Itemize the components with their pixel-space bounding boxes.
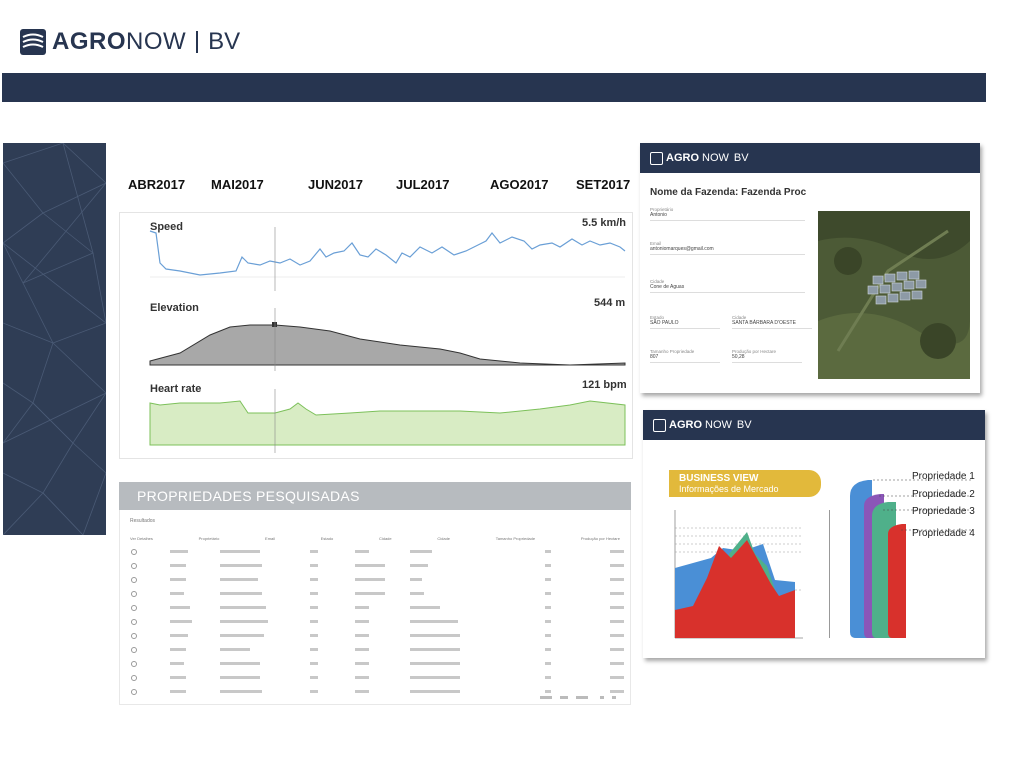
logo-mark-icon [653, 418, 666, 432]
table-row [131, 647, 624, 653]
column-header: Email [265, 536, 276, 541]
speed-line [149, 227, 626, 291]
heart-rate-chart-value: 121 bpm [582, 379, 627, 391]
table-rows [131, 549, 624, 699]
business-view-card: AGRO NOW BV BUSINESS VIEW Informações de … [643, 410, 985, 658]
elevation-chart-value: 544 m [594, 297, 626, 309]
month-label: SET2017 [576, 177, 631, 192]
business-view-badge: BUSINESS VIEW Informações de Mercado [669, 470, 821, 497]
top-banner [2, 73, 986, 102]
month-label: JUL2017 [396, 177, 450, 192]
area-series-red [675, 540, 795, 638]
elevation-area [149, 308, 626, 371]
month-label: JUN2017 [308, 177, 363, 192]
legend-propriedade-4: Propriedade 4 [912, 528, 975, 539]
column-header: Proprietário [198, 536, 220, 541]
state-field: Estado SÃO PAULO [650, 315, 720, 329]
logo-divider [196, 31, 199, 53]
table-row [131, 619, 624, 625]
card-brand-logo: AGRO NOW BV [653, 418, 752, 432]
month-label: MAI2017 [211, 177, 264, 192]
business-card-header: AGRO NOW BV [643, 410, 985, 440]
owner-field: Proprietário Antonio [650, 207, 805, 221]
market-area-chart [674, 510, 803, 639]
table-row [131, 591, 624, 597]
activity-charts-graphics [149, 227, 626, 453]
table-row [131, 549, 624, 555]
decorative-side-panel [3, 143, 106, 535]
table-header-row: Ver Detalhes Proprietário Email Estado C… [130, 536, 620, 541]
column-header: Tamanho Propriedade [495, 536, 536, 541]
table-row [131, 689, 624, 695]
speed-chart-value: 5.5 km/h [582, 217, 627, 229]
table-row [131, 563, 624, 569]
logo-mark-icon [650, 151, 663, 165]
activity-charts-panel: Speed 5.5 km/h Elevation 544 m Heart rat… [119, 212, 633, 459]
production-field: Produção por Hectare 50,28 [732, 349, 802, 363]
card-brand-logo: AGRO NOW BV [650, 151, 749, 165]
table-row [131, 605, 624, 611]
satellite-map[interactable] [818, 211, 970, 379]
results-label: Resultados [130, 518, 156, 524]
email-field: Email antoniomarques@gmail.com [650, 241, 805, 255]
brand-logo: AGRONOW BV [20, 28, 240, 56]
month-label: ABR2017 [128, 177, 186, 192]
legend-leader-lines [873, 479, 971, 531]
farm-card-header: AGRO NOW BV [640, 143, 980, 173]
bar-propriedade-4 [888, 524, 906, 638]
chart-divider [829, 510, 830, 638]
farm-plots [867, 270, 927, 305]
heart-rate-chart-title: Heart rate [150, 383, 202, 395]
properties-section-header: PROPRIEDADES PESQUISADAS [119, 482, 631, 510]
table-row [131, 661, 624, 667]
legend-propriedade-3: Propriedade 3 [912, 506, 975, 517]
pagination[interactable] [540, 696, 616, 699]
logo-mark-icon [20, 29, 46, 55]
heart-rate-area [149, 389, 626, 453]
city2-field: Cidade SANTA BÁRBARA D'OESTE [732, 315, 812, 329]
table-row [131, 577, 624, 583]
column-header: Produção por Hectare [580, 536, 620, 541]
city-field: Cidade Cone de Aguas [650, 279, 805, 293]
brand-name-light: NOW [126, 28, 187, 55]
farm-details-card: AGRO NOW BV Nome da Fazenda: Fazenda Proc… [640, 143, 980, 393]
table-row [131, 633, 624, 639]
property-comparison-chart [850, 480, 906, 638]
column-header: Ver Detalhes [130, 536, 153, 541]
legend-propriedade-1: Propriedade 1 [912, 471, 975, 482]
brand-suffix: BV [208, 28, 241, 55]
column-header: Estado [320, 536, 334, 541]
legend-propriedade-2: Propriedade 2 [912, 489, 975, 500]
brand-name-bold: AGRO [52, 28, 126, 55]
month-label: AGO2017 [490, 177, 549, 192]
size-field: Tamanho Propriedade 807 [650, 349, 720, 363]
properties-table: Resultados Ver Detalhes Proprietário Ema… [119, 510, 631, 705]
column-header: Cidade [437, 536, 451, 541]
column-header: Cidade [378, 536, 392, 541]
table-row [131, 675, 624, 681]
farm-name-title: Nome da Fazenda: Fazenda Proc [650, 187, 807, 198]
speed-chart-title: Speed [150, 221, 184, 233]
elevation-chart-title: Elevation [150, 302, 199, 314]
